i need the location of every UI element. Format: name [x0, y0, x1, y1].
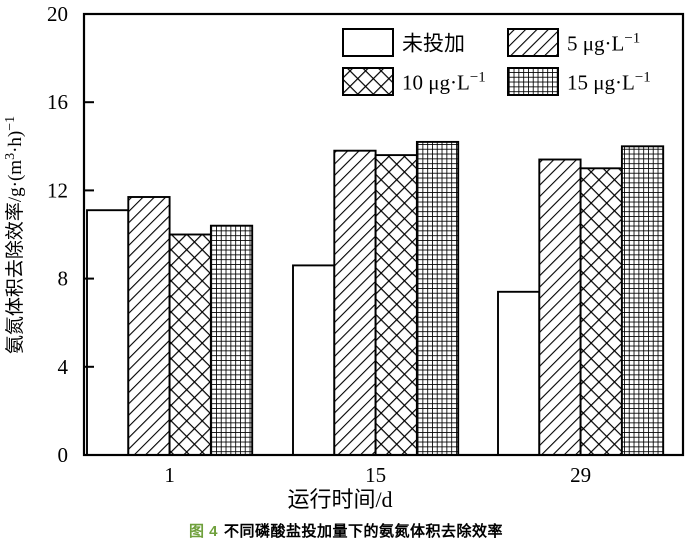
- bar-series2-cat2: [579, 167, 623, 456]
- figure-title: 不同磷酸盐投加量下的氨氮体积去除效率: [224, 523, 504, 540]
- x-tick-label: 1: [164, 463, 175, 487]
- bar-series2-cat0: [168, 233, 212, 456]
- legend-label: 10 μg·L−1: [402, 70, 486, 95]
- y-axis-title: 氨氮体积去除效率/g·(m3·h)−1: [3, 116, 26, 354]
- bar-series0-cat2: [497, 290, 541, 456]
- bar-chart: 0 4 8 12 16 20 1 15 29 未投加 5 μg·L−1 10 μg·L−1 15 μ…: [3, 2, 685, 512]
- legend-label: 5 μg·L−1: [567, 31, 640, 56]
- bar-series1-cat1: [333, 149, 377, 456]
- y-tick-label: 8: [58, 267, 69, 291]
- x-axis-title: 运行时间/d: [287, 487, 392, 512]
- x-tick-label: 15: [365, 463, 386, 487]
- figure-number: 图 4: [188, 523, 218, 540]
- y-tick-label: 16: [47, 90, 68, 114]
- x-axis-tick-labels: 1 15 29: [164, 463, 591, 487]
- bar-series1-cat0: [127, 196, 171, 456]
- y-tick-label: 4: [58, 355, 69, 379]
- y-axis-ticks: 0 4 8 12 16 20: [47, 2, 94, 467]
- figure-caption: 图 4 不同磷酸盐投加量下的氨氮体积去除效率: [0, 520, 692, 541]
- bar-series0-cat1: [292, 264, 336, 456]
- legend-item-1: 5 μg·L−1: [507, 28, 640, 57]
- legend-swatch-diagonal-hatch: [507, 28, 559, 57]
- chart-legend: 未投加 5 μg·L−1 10 μg·L−1 15 μg·L−1: [342, 28, 651, 96]
- legend-swatch-square-grid: [507, 67, 559, 96]
- bar-series3-cat1: [415, 140, 460, 456]
- bar-series3-cat2: [620, 145, 665, 456]
- legend-item-2: 10 μg·L−1: [342, 67, 486, 96]
- x-tick-label: 29: [570, 463, 591, 487]
- legend-swatch-plain: [342, 28, 394, 57]
- legend-label: 15 μg·L−1: [567, 70, 651, 95]
- legend-swatch-diamond-crosshatch: [342, 67, 394, 96]
- legend-item-3: 15 μg·L−1: [507, 67, 651, 96]
- plot-border: [82, 12, 685, 457]
- bar-series0-cat0: [86, 209, 130, 456]
- bar-series3-cat0: [209, 224, 254, 456]
- legend-label: 未投加: [402, 32, 465, 56]
- y-tick-label: 20: [47, 2, 68, 26]
- y-tick-label: 12: [47, 178, 68, 202]
- legend-item-0: 未投加: [342, 28, 465, 57]
- bar-series2-cat1: [374, 154, 418, 456]
- bars-group: [86, 140, 665, 456]
- y-tick-label: 0: [58, 443, 69, 467]
- bar-series1-cat2: [538, 158, 582, 456]
